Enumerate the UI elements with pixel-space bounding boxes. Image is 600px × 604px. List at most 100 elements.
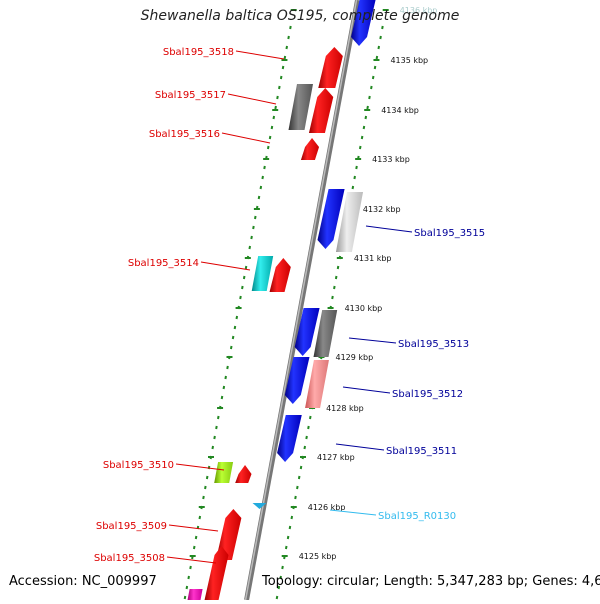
track-dot	[198, 515, 202, 520]
track-dot	[229, 345, 233, 350]
leader-line	[342, 386, 391, 394]
track-dot	[261, 175, 264, 180]
track-dot	[360, 135, 364, 140]
track-dot	[373, 65, 377, 70]
track-dot	[362, 125, 366, 130]
track-dot	[278, 85, 281, 90]
gene-block-blue-3512	[284, 357, 310, 404]
track-dot	[272, 115, 276, 120]
track-dot	[297, 475, 301, 480]
track-dot	[259, 185, 263, 190]
track-dot	[215, 425, 218, 430]
track-dot	[268, 135, 272, 140]
gene-label-left: Sbal195_3516	[149, 129, 220, 140]
kbp-label: 4133 kbp	[372, 155, 410, 164]
track-dot	[241, 285, 244, 290]
diagram-title: Shewanella baltica OS195, complete genom…	[140, 8, 460, 24]
gene-label-left: Sbal195_3514	[128, 258, 199, 269]
track-dot	[274, 105, 277, 110]
gene-block-gray-3513	[313, 310, 338, 357]
track-dot	[366, 105, 369, 110]
track-dot	[187, 575, 190, 580]
leader-line	[221, 132, 271, 144]
gene-block-magenta	[187, 589, 203, 600]
track-dot	[284, 545, 288, 550]
gene-label-left: Sbal195_3509	[96, 521, 167, 532]
track-dot	[283, 55, 287, 60]
gene-block-sbal195-3518	[318, 47, 343, 88]
accession-text: Accession: NC_009997	[9, 574, 157, 589]
track-dot	[285, 45, 289, 50]
track-dot	[211, 445, 215, 450]
gene-block-sbal195-3514	[269, 258, 291, 292]
track-dot	[204, 485, 207, 490]
gene-block-lightgray	[335, 192, 364, 252]
gene-label-right: Sbal195_3512	[392, 389, 463, 400]
track-dot	[239, 295, 242, 300]
gene-label-right: Sbal195_3513	[398, 339, 469, 350]
track-dot	[296, 485, 299, 490]
leader-line	[227, 93, 277, 105]
track-dot	[370, 85, 373, 90]
kbp-label: 4129 kbp	[336, 353, 374, 362]
track-dot	[377, 45, 381, 50]
leader-line	[166, 556, 217, 564]
track-dot	[235, 315, 239, 320]
track-dot	[287, 35, 290, 40]
track-dot	[336, 265, 340, 270]
track-dot	[257, 195, 261, 200]
track-dot	[351, 185, 355, 190]
gene-block-cyan	[251, 256, 274, 291]
track-dot	[192, 545, 196, 550]
track-dot	[270, 125, 274, 130]
track-dot	[364, 115, 368, 120]
kbp-label: 4135 kbp	[390, 56, 428, 65]
kbp-label: 4136 kbp	[400, 6, 438, 15]
track-dot	[288, 525, 292, 530]
track-dot	[299, 465, 303, 470]
track-dot	[266, 145, 270, 150]
track-dot	[189, 565, 192, 570]
track-dot	[368, 95, 371, 100]
leader-line	[365, 225, 413, 233]
track-dot	[355, 165, 358, 170]
track-dot	[289, 25, 292, 30]
gene-block-sbal195-3508	[204, 546, 229, 600]
track-dot	[244, 265, 248, 270]
gene-block-sbal195-3517	[308, 88, 334, 133]
track-dot	[379, 35, 382, 40]
gene-label-left: Sbal195_3517	[155, 90, 226, 101]
gene-block-pink	[305, 360, 329, 408]
track-dot	[213, 435, 216, 440]
track-dot	[263, 165, 266, 170]
leader-line	[168, 524, 219, 532]
track-dot	[331, 295, 334, 300]
track-dot	[305, 435, 308, 440]
kbp-label: 4131 kbp	[354, 254, 392, 263]
kbp-label: 4132 kbp	[363, 205, 401, 214]
track-dot	[286, 535, 290, 540]
track-dot	[281, 565, 284, 570]
track-dot	[248, 245, 252, 250]
track-dot	[224, 375, 227, 380]
kbp-label: 4128 kbp	[326, 404, 364, 413]
gene-label-right: Sbal195_R0130	[378, 511, 456, 522]
leader-line	[348, 337, 397, 344]
rna-marker	[252, 503, 267, 509]
track-dot	[294, 495, 297, 500]
leader-line	[329, 509, 377, 516]
gene-label-right: Sbal195_3511	[386, 446, 457, 457]
track-dot	[275, 595, 279, 600]
topology-text: Topology: circular; Length: 5,347,283 bp…	[262, 574, 600, 589]
leader-line	[175, 463, 225, 471]
gene-block-sbal195-3511	[277, 415, 302, 462]
track-dot	[277, 585, 281, 590]
gene-block-blue-3513	[294, 308, 320, 356]
gene-block-lime	[214, 462, 234, 483]
track-dot	[231, 335, 235, 340]
kbp-label: 4134 kbp	[381, 106, 419, 115]
track-dot	[281, 65, 285, 70]
track-dot	[233, 325, 237, 330]
genome-axis-highlight	[244, 0, 358, 601]
